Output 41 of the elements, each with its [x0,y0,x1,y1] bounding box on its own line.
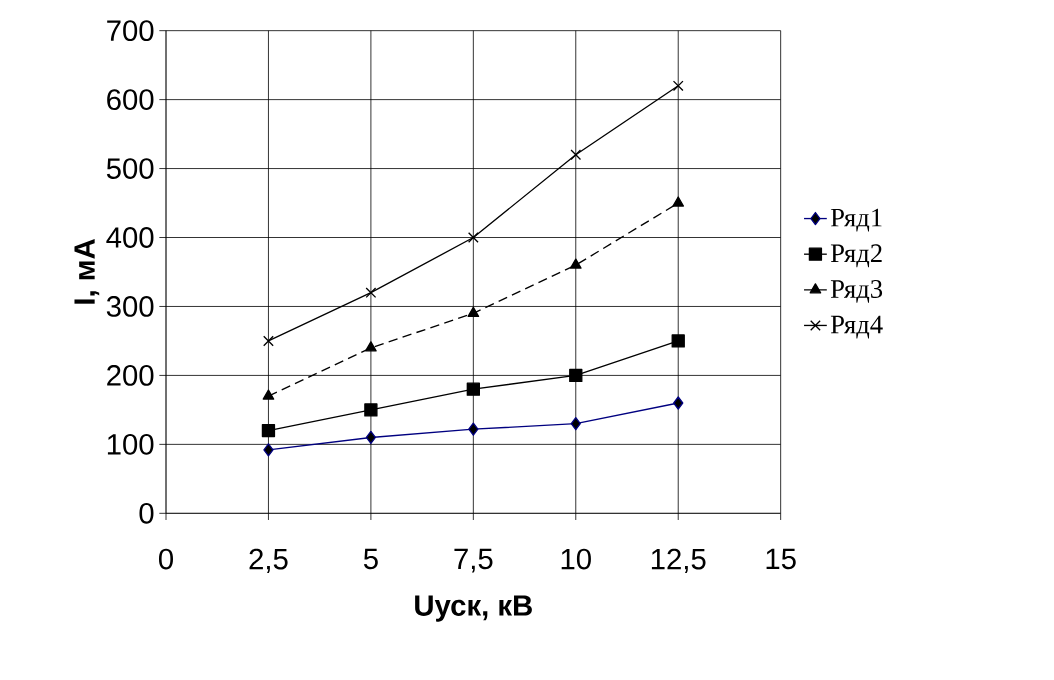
y-tick-label: 600 [107,89,154,110]
point [467,232,479,243]
x-tick-label: 5 [363,548,378,570]
point [570,149,582,161]
legend-label: Ряд1 [830,208,882,232]
y-tick-label: 400 [106,227,154,248]
x-tick-label: 0 [159,548,174,570]
point [569,258,582,269]
point [263,443,274,457]
point [365,341,377,352]
x-axis-title: Uуск, кВ [415,595,532,622]
x-tick-label: 10 [561,548,591,570]
legend-label: Ряд4 [830,315,883,339]
point [671,334,685,348]
y-tick-label: 500 [106,158,154,179]
point [673,396,684,410]
y-tick-label: 0 [139,502,154,524]
legend-label: Ряд2 [830,244,882,268]
point [365,287,377,299]
point [365,430,377,445]
legend-label: Ряд3 [830,280,883,303]
point [467,306,480,318]
y-tick-label: 300 [106,296,154,317]
point [262,389,275,400]
x-tick-label: 2,5 [249,548,288,573]
point [672,80,684,92]
point [466,382,481,396]
x-tick-label: 7,5 [454,548,493,573]
y-tick-label: 700 [107,20,154,42]
x-tick-label: 12,5 [651,548,706,573]
y-tick-label: 100 [107,433,154,455]
point [672,196,685,207]
x-tick-label: 15 [766,548,796,570]
point [569,368,583,383]
point [261,423,276,438]
y-axis-title: I, мА [74,239,100,304]
y-tick-label: 200 [107,365,154,386]
point [263,335,274,347]
point [364,403,378,417]
point [468,422,479,436]
point [570,417,581,431]
